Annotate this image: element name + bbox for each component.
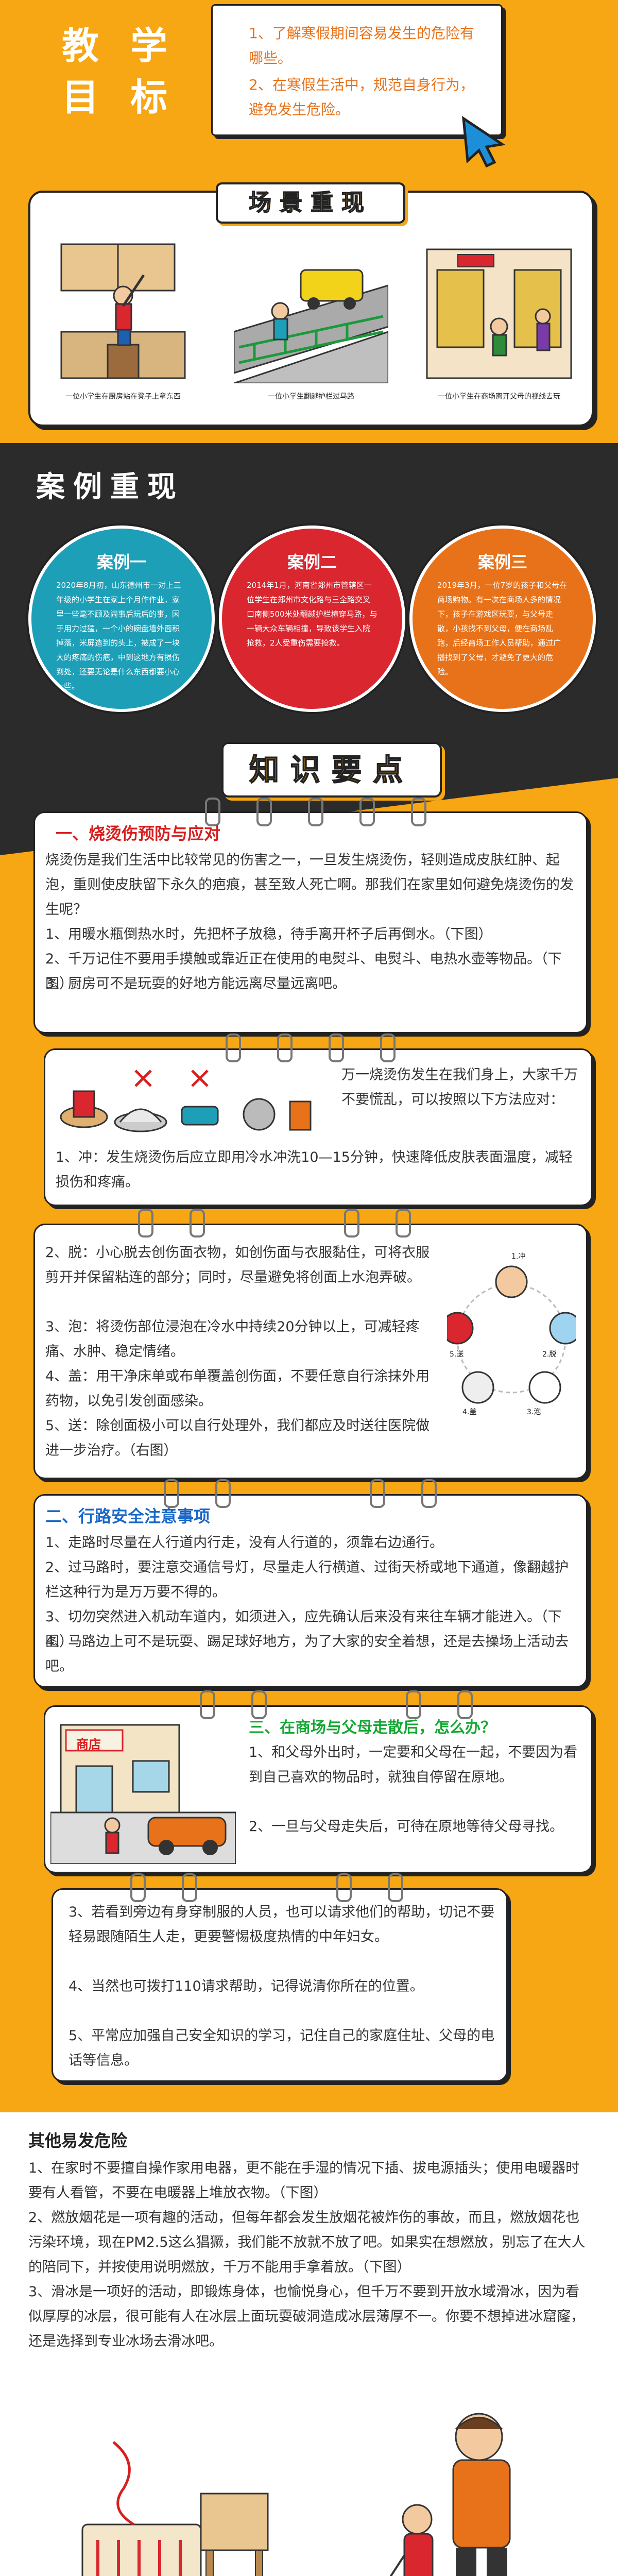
burn-steps-illustration bbox=[447, 1265, 576, 1404]
mall-tip-3: 3、若看到旁边有身穿制服的人员，也可以请求他们的帮助，切记不要轻易跟随陌生人走，… bbox=[68, 1904, 495, 1945]
case-card-1: 案例一 2020年8月初，山东德州市一对上三年级的小学生在家上个月作作业，家里一… bbox=[28, 526, 215, 712]
other-tip-2: 2、燃放烟花是一项有趣的活动，但每年都会发生放烟花被炸伤的事故，而且，燃放烟花也… bbox=[28, 2210, 586, 2275]
cases-section: 案例重现 案例一 2020年8月初，山东德州市一对上三年级的小学生在家上个月作作… bbox=[0, 443, 618, 762]
other-section: 其他易发危险 1、在家时不要擅自操作家用电器，更不能在手湿的情况下插、拔电源插头… bbox=[0, 2112, 618, 2576]
heater-illustration bbox=[81, 2441, 269, 2576]
shop-illustration bbox=[50, 1724, 236, 1864]
mall-scene-illustration bbox=[426, 248, 572, 379]
scene-caption-2: 一位小学生翻越护栏过马路 bbox=[268, 393, 354, 401]
case-card-2: 案例二 2014年1月，河南省郑州市管辖区一位学生在郑州市文化路与三全路交叉口南… bbox=[219, 526, 405, 712]
step-label-2: 2.脱 bbox=[542, 1350, 557, 1359]
other-tip-3: 3、滑冰是一项好的活动，即锻炼身体，也愉悦身心，但千万不要到开放水域滑冰，因为看… bbox=[28, 2284, 585, 2349]
road-safety-card: 二、行路安全注意事项 1、走路时尽量在人行道内行走，没有人行道的，须靠右边通行。… bbox=[33, 1479, 588, 1688]
goal-section: 教 学 目 标 1、了解寒假期间容易发生的危险有哪些。 2、在寒假生活中，规范自… bbox=[0, 0, 618, 170]
goal-item-2: 2、在寒假生活中，规范自身行为，避免发生危险。 bbox=[249, 76, 474, 118]
mall-more-card: 3、若看到旁边有身穿制服的人员，也可以请求他们的帮助，切记不要轻易跟随陌生人走，… bbox=[52, 1873, 508, 2082]
knowledge-title: 知识要点 bbox=[249, 752, 414, 788]
mall-heading: 三、在商场与父母走散后，怎么办？ bbox=[249, 1719, 496, 1737]
cases-title: 案例重现 bbox=[36, 470, 184, 504]
burn-step-2: 2、脱：小心脱去创伤面衣物，如创伤面与衣服黏住，可将衣服剪开并保留粘连的部分；同… bbox=[45, 1245, 430, 1285]
mall-tip-4: 4、当然也可拨打110请求帮助，记得说清你所在的位置。 bbox=[68, 1978, 424, 1994]
cursor-arrow-icon bbox=[461, 115, 506, 168]
case-text-2: 2014年1月，河南省郑州市管辖区一位学生在郑州市文化路与三全路交叉口南侧500… bbox=[247, 581, 377, 648]
other-heading: 其他易发危险 bbox=[28, 2131, 128, 2150]
other-tip-1: 1、在家时不要擅自操作家用电器，更不能在手湿的情况下插、拔电源插头；使用电暖器时… bbox=[28, 2160, 580, 2201]
burn-tip-2: 2、千万记住不要用手摸触或靠近正在使用的电熨斗、电熨斗、电热水壶等物品。（下图） bbox=[45, 951, 562, 992]
case-title-1: 案例一 bbox=[96, 552, 146, 572]
mall-tip-5: 5、平常应加强自己安全知识的学习，记住自己的家庭住址、父母的电话等信息。 bbox=[68, 2028, 495, 2069]
case-title-2: 案例二 bbox=[287, 552, 337, 572]
goal-title-line2: 目 标 bbox=[62, 76, 177, 119]
burn-step-5: 5、送：除创面极小可以自行处理外，我们都应及时送往医院做进一步治疗。（右图） bbox=[45, 1418, 430, 1459]
goal-card: 1、了解寒假期间容易发生的危险有哪些。 2、在寒假生活中，规范自身行为，避免发生… bbox=[211, 4, 503, 136]
burn-step-1: 1、冲：发生烧烫伤后应立即用冷水冲洗10—15分钟，快速降低皮肤表面温度，减轻损… bbox=[56, 1149, 573, 1190]
burn-tip-1: 1、用暖水瓶倒热水时，先把杯子放稳，待手离开杯子后再倒水。（下图） bbox=[45, 926, 492, 942]
scene-caption-1: 一位小学生在厨房站在凳子上拿东西 bbox=[65, 393, 181, 401]
kitchen-scene-illustration bbox=[60, 243, 186, 379]
road-tip-1: 1、走路时尽量在人行道内行走，没有人行道的，须靠右边通行。 bbox=[45, 1535, 444, 1551]
step-label-3: 3.泡 bbox=[527, 1408, 541, 1416]
burn-intro: 烧烫伤是我们生活中比较常见的伤害之一，一旦发生烧烫伤，轻则造成皮肤红肿、起泡，重… bbox=[45, 852, 574, 918]
knowledge-title-banner: 知识要点 bbox=[221, 742, 442, 798]
burn-step-3: 3、泡：将烫伤部位浸泡在冷水中持续20分钟以上，可减轻疼痛、水肿、稳定情绪。 bbox=[45, 1319, 420, 1360]
road-scene-illustration bbox=[234, 269, 388, 383]
mall-card: 商店 三、在商场与父母走散后，怎么办？ 1、和父母外出时，一定要和父母在一起，不… bbox=[44, 1690, 593, 1873]
shop-sign-text: 商店 bbox=[76, 1737, 101, 1752]
burn-hazards-illustration bbox=[60, 1070, 312, 1132]
burn-response-intro: 万一烧烫伤发生在我们身上，大家千万不要慌乱，可以按照以下方法应对： bbox=[341, 1067, 578, 1108]
case-title-3: 案例三 bbox=[477, 552, 527, 572]
burn-response-card: 万一烧烫伤发生在我们身上，大家千万不要慌乱，可以按照以下方法应对： 1、冲：发生… bbox=[44, 1033, 593, 1206]
road-heading: 二、行路安全注意事项 bbox=[45, 1506, 211, 1526]
step-label-5: 5.送 bbox=[450, 1350, 464, 1359]
burn-step-4: 4、盖：用干净床单或布单覆盖创伤面，不要任意自行涂抹外用药物，以免引发创面感染。 bbox=[45, 1368, 430, 1409]
case-card-3: 案例三 2019年3月，一位7岁的孩子和父母在商场购物。有一次在商场人多的情况下… bbox=[409, 526, 596, 712]
burn-heading: 一、烧烫伤预防与应对 bbox=[56, 824, 221, 843]
step-label-1: 1.冲 bbox=[511, 1252, 526, 1261]
burn-steps-card: 2、脱：小心脱去创伤面衣物，如创伤面与衣服黏住，可将衣服剪开并保留粘连的部分；同… bbox=[33, 1209, 588, 1479]
goal-item-1: 1、了解寒假期间容易发生的危险有哪些。 bbox=[249, 25, 474, 66]
case-text-3: 2019年3月，一位7岁的孩子和父母在商场购物。有一次在商场人多的情况下，孩子在… bbox=[437, 581, 568, 676]
step-label-4: 4.盖 bbox=[462, 1408, 477, 1416]
burn-prevention-card: 一、烧烫伤预防与应对 烧烫伤是我们生活中比较常见的伤害之一，一旦发生烧烫伤，轻则… bbox=[33, 798, 588, 1033]
firework-illustration bbox=[389, 2413, 511, 2576]
road-tip-3: 3、切勿突然进入机动车道内，如须进入，应先确认后来没有来往车辆才能进入。（下图） bbox=[45, 1609, 562, 1650]
scene-title: 场景重现 bbox=[248, 189, 372, 216]
case-text-1: 2020年8月初，山东德州市一对上三年级的小学生在家上个月作作业，家里一些毫不顾… bbox=[56, 581, 181, 691]
goal-title-line1: 教 学 bbox=[62, 24, 177, 67]
mall-tip-1: 1、和父母外出时，一定要和父母在一起，不要因为看到自己喜欢的物品时，就独自停留在… bbox=[249, 1744, 578, 1785]
road-tip-2: 2、过马路时，要注意交通信号灯，尽量走人行横道、过街天桥或地下通道，像翻越护栏这… bbox=[45, 1560, 569, 1600]
scene-caption-3: 一位小学生在商场离开父母的视线去玩 bbox=[438, 393, 560, 401]
mall-tip-2: 2、一旦与父母走失后，可待在原地等待父母寻找。 bbox=[249, 1819, 564, 1835]
burn-tip-3: 3、厨房可不是玩耍的好地方能远离尽量远离吧。 bbox=[45, 976, 347, 992]
scene-section: 场景重现 一位小学生在厨房站在凳子上拿东西 一位小学生翻越护栏过马路 bbox=[28, 182, 594, 427]
scene-title-banner: 场景重现 bbox=[216, 182, 405, 224]
road-tip-4: 4、马路边上可不是玩耍、踢足球好地方，为了大家的安全着想，还是去操场上活动去吧。 bbox=[45, 1634, 569, 1674]
